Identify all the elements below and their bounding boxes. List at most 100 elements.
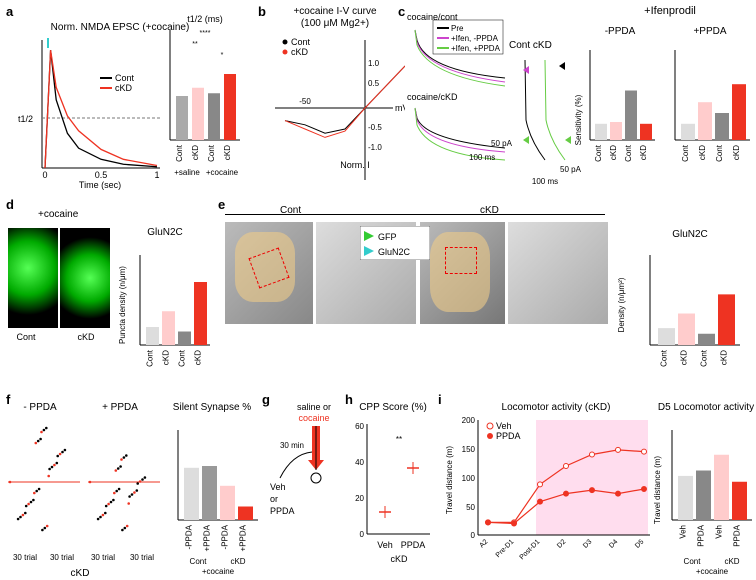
c-legend-pre: Pre — [451, 24, 464, 33]
b-tick-mv: -50 — [299, 97, 311, 106]
a-xaxis: Time (sec) — [79, 180, 121, 190]
panel-b: +cocaine I-V curve (100 μM Mg2+) mV Norm… — [275, 6, 405, 180]
f-sub: cKD — [71, 568, 90, 579]
e-bar-title: GluN2C — [672, 229, 708, 240]
e-bars-bar-2 — [698, 333, 715, 345]
i-pt-1-6 — [641, 486, 647, 492]
f-pt-0-28 — [55, 461, 59, 465]
e-bars-bar-0 — [658, 328, 675, 345]
c-yaxis: Sensitivity (%) — [574, 94, 583, 145]
b-yaxis: Norm. I — [340, 160, 370, 170]
f-pt-0-5 — [19, 515, 22, 519]
f-bars-bar-0 — [184, 467, 199, 520]
panel-d: +cocaine Cont cKD GluN2C Puncta density … — [16, 209, 210, 367]
b-title: +cocaine I-V curve — [293, 6, 377, 17]
e-bars-bar-3 — [718, 294, 735, 345]
i-xcat-1: Pre-D1 — [495, 538, 516, 559]
f-pt-1-9 — [101, 513, 105, 517]
f-pt-0-3 — [33, 491, 36, 495]
f-pt-0-10 — [29, 500, 33, 504]
h-tick-0: 0 — [360, 530, 365, 539]
a-trace-cont — [44, 50, 158, 169]
b-subtitle: (100 μM Mg2+) — [301, 18, 369, 29]
b-tick-05: 0.5 — [368, 79, 380, 88]
f-pt-1-28 — [135, 489, 139, 492]
f-pt-1-2 — [104, 504, 108, 508]
e-image-3 — [420, 222, 505, 324]
c-bars2-label-2: Cont — [715, 144, 724, 162]
f-pt-1-11 — [117, 487, 121, 491]
c-mini: Cont cKD — [509, 40, 552, 51]
f-pt-0-15 — [40, 430, 43, 434]
f-pt-0-11 — [37, 487, 41, 491]
a-group-saline: +saline — [174, 168, 200, 177]
e-bars-label-1: cKD — [680, 350, 689, 365]
g-left2: or — [270, 494, 278, 504]
f-pt-1-4 — [121, 528, 124, 532]
h-sub: cKD — [390, 554, 408, 564]
f-bars-label-1: +PPDA — [203, 524, 212, 551]
f-pt-0-26 — [39, 437, 42, 441]
i-tick-200: 200 — [462, 416, 476, 425]
a-bars-bar-3 — [224, 74, 236, 140]
f-pt-0-20 — [50, 465, 54, 469]
f-pt-0-21 — [58, 452, 62, 456]
f-pt-0-22 — [36, 439, 40, 443]
e-bars-label-2: Cont — [700, 349, 709, 367]
c-bars1-bar-0 — [595, 123, 607, 140]
e-cont: Cont — [280, 205, 302, 216]
f-pt-1-27 — [127, 502, 130, 505]
i-pt-0-6 — [641, 448, 647, 455]
i-xcat-3: D2 — [556, 538, 567, 549]
c-scale-pa2: 50 pA — [560, 165, 582, 174]
f-pt-0-23 — [45, 426, 48, 430]
i-pt-0-5 — [615, 446, 621, 453]
f-pt-1-16 — [128, 495, 131, 498]
c-bars1-bar-2 — [625, 90, 637, 140]
f-pt-0-2 — [24, 504, 28, 508]
i-yaxis2: Travel distance (m) — [653, 456, 662, 525]
f-pt-1-8 — [123, 526, 127, 530]
f-group2: +cocaine — [202, 567, 235, 576]
d-bars-bar-3 — [194, 282, 207, 345]
b-curve-ckd — [284, 65, 405, 138]
e-bars-bar-1 — [678, 313, 695, 345]
f-pt-0-4 — [41, 528, 44, 532]
c-group2: cocaine/cKD — [407, 92, 458, 102]
i-xcat-4: D3 — [582, 538, 593, 549]
f-pt-0-27 — [47, 474, 50, 478]
f-pt-0-19 — [42, 428, 46, 432]
c-bars2-label-1: cKD — [698, 145, 707, 160]
h-star: ** — [396, 435, 402, 444]
f-pt-1-7 — [115, 489, 118, 493]
f-pt-0-29 — [63, 448, 67, 452]
f-pt-1-5 — [99, 515, 102, 519]
c-legend-ifen-p: +Ifen, +PPDA — [451, 44, 501, 53]
f-pt-1-15 — [120, 458, 123, 461]
d-micrograph-ckd — [60, 228, 110, 328]
panel-f-label: f — [6, 392, 11, 407]
g-top: saline or — [297, 402, 331, 412]
c-bars1-label-3: cKD — [639, 145, 648, 160]
a-bars-bar-0 — [176, 96, 188, 140]
e-bars-label-3: cKD — [720, 350, 729, 365]
f-trial3: 30 trial — [91, 553, 115, 562]
f-pt-0-9 — [21, 513, 25, 517]
i-bars-label-3: PPDA — [733, 524, 742, 546]
i-pt-0-3 — [563, 463, 569, 469]
i-group-cont: Cont — [684, 557, 702, 566]
e-legend-glun2c: GluN2C — [378, 247, 411, 257]
panel-e-label: e — [218, 197, 226, 212]
a-legend-cont: Cont — [115, 73, 135, 83]
panel-g: saline or cocaine 30 min Veh or PPDA — [270, 402, 331, 516]
a-bars-bar-2 — [208, 93, 220, 140]
panel-c: cocaine/cont cocaine/cKD Pre +Ifen, -PPD… — [407, 5, 750, 186]
i-tick-150: 150 — [462, 445, 476, 454]
h-tick-40: 40 — [355, 458, 364, 467]
i-bars-bar-2 — [714, 454, 729, 520]
e-image-4 — [508, 222, 608, 324]
i-group-ckd: cKD — [724, 557, 739, 566]
i-title2: D5 Locomotor activity — [658, 402, 754, 413]
panel-g-label: g — [262, 392, 270, 407]
a-star-2: ** — [192, 41, 198, 48]
